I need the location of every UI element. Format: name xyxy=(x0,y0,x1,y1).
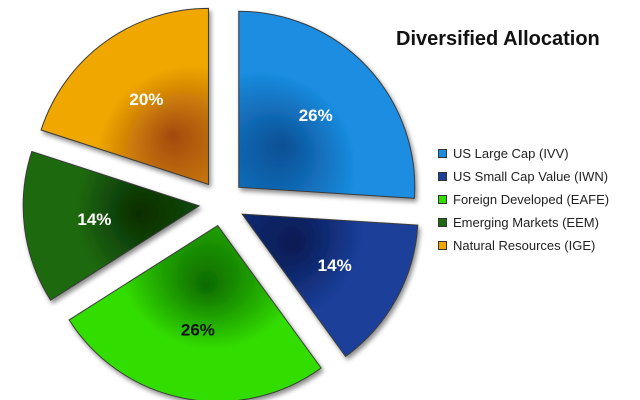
pie-slice-natural-resources xyxy=(40,7,209,186)
legend-swatch-foreign-developed xyxy=(438,195,447,204)
legend-item-natural-resources: Natural Resources (IGE) xyxy=(438,234,609,257)
legend-swatch-us-small-cap-value xyxy=(438,172,447,181)
legend-label-us-small-cap-value: US Small Cap Value (IWN) xyxy=(453,169,609,184)
slice-label-emerging-markets: 14% xyxy=(77,210,111,229)
pie-slice-emerging-markets xyxy=(22,150,201,301)
slice-label-foreign-developed: 26% xyxy=(181,320,215,339)
legend-label-emerging-markets: Emerging Markets (EEM) xyxy=(453,215,599,230)
slice-label-us-small-cap-value: 14% xyxy=(318,256,352,275)
legend: US Large Cap (IVV) US Small Cap Value (I… xyxy=(438,142,609,257)
slice-label-us-large-cap: 26% xyxy=(299,106,333,125)
pie-slice-us-small-cap-value xyxy=(241,213,419,358)
legend-item-emerging-markets: Emerging Markets (EEM) xyxy=(438,211,609,234)
legend-item-us-large-cap: US Large Cap (IVV) xyxy=(438,142,609,165)
pie-slice-us-large-cap xyxy=(238,10,416,199)
legend-label-us-large-cap: US Large Cap (IVV) xyxy=(453,146,569,161)
legend-swatch-emerging-markets xyxy=(438,218,447,227)
chart-title: Diversified Allocation xyxy=(396,28,600,50)
legend-item-us-small-cap-value: US Small Cap Value (IWN) xyxy=(438,165,609,188)
legend-item-foreign-developed: Foreign Developed (EAFE) xyxy=(438,188,609,211)
slice-label-natural-resources: 20% xyxy=(129,90,163,109)
legend-label-natural-resources: Natural Resources (IGE) xyxy=(453,238,596,253)
legend-label-foreign-developed: Foreign Developed (EAFE) xyxy=(453,192,610,207)
legend-swatch-us-large-cap xyxy=(438,149,447,158)
pie-slice-foreign-developed xyxy=(68,224,322,400)
legend-swatch-natural-resources xyxy=(438,241,447,250)
